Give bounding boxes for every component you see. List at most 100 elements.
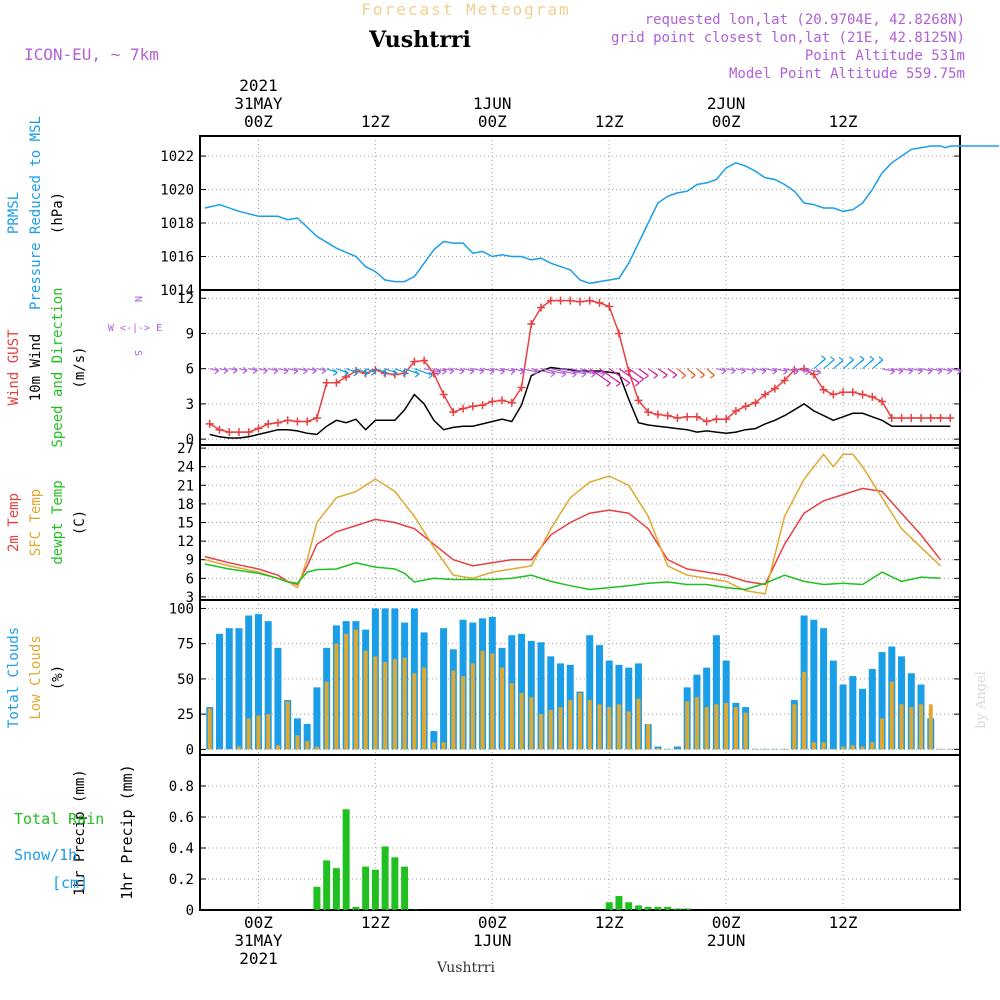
gust-marker: [839, 388, 848, 397]
wind-arrow: [394, 368, 408, 374]
model-label: ICON-EU, ~ 7km: [24, 45, 159, 64]
low-clouds-bar: [441, 742, 446, 750]
low-clouds-bar: [655, 747, 660, 750]
low-clouds-bar: [392, 659, 397, 750]
gust-marker: [205, 419, 214, 428]
wind-arrow-head: [263, 367, 268, 375]
wind-arrow-head: [672, 371, 678, 379]
wind-arrow: [462, 368, 475, 372]
low-clouds-bar: [217, 748, 222, 750]
gust-marker: [917, 413, 926, 422]
total-rain-bar: [615, 896, 623, 910]
wind-arrow: [297, 368, 308, 372]
gust-marker: [585, 296, 594, 305]
low-clouds-bar: [675, 748, 680, 750]
wind-arrow-head: [489, 367, 495, 375]
y-tick-label: 18: [177, 497, 194, 513]
total-clouds-bar: [547, 656, 555, 750]
low-clouds-bar: [704, 707, 709, 750]
gust-marker: [946, 413, 955, 422]
wind-arrow-head: [283, 367, 289, 375]
total-clouds-bar: [537, 642, 545, 750]
wind-arrow-head: [721, 367, 727, 375]
wind-arrow-head: [917, 367, 923, 375]
precip-legend-unit: [cm]: [52, 874, 88, 892]
y-axis-label: Speed and Direction: [50, 287, 66, 447]
wind-arrow-head: [214, 367, 220, 375]
time-label-top: 12Z: [829, 112, 858, 131]
low-clouds-bar: [724, 702, 729, 750]
y-tick-label: 9: [186, 553, 194, 569]
gust-marker: [410, 357, 419, 366]
y-tick-label: 6: [186, 362, 194, 378]
wind-arrow-head: [908, 367, 913, 375]
footer-location: Vushtrri: [436, 960, 495, 976]
gust-marker: [712, 415, 721, 424]
gust-marker: [673, 413, 682, 422]
gust-marker: [878, 397, 887, 406]
total-rain-bar: [391, 857, 399, 910]
y-axis-label: 10m Wind: [28, 334, 44, 401]
gust-marker: [546, 296, 555, 305]
y-tick-label: 3: [186, 397, 194, 413]
y-axis-label: (m/s): [72, 346, 88, 388]
low-clouds-bar: [490, 653, 495, 750]
wind-arrow: [492, 368, 505, 372]
wind-arrow: [268, 368, 278, 372]
wind-arrow: [550, 368, 577, 375]
low-clouds-bar: [694, 697, 699, 750]
y-tick-label: 12: [177, 291, 194, 307]
temperature-panel: 3 6 9 12 15 18 21 24 27 2m Temp SFC Temp dewpt Temp…: [6, 441, 961, 606]
total-clouds-bar: [595, 645, 603, 750]
low-clouds-bar: [412, 673, 417, 750]
wind-arrow-head: [927, 367, 933, 375]
total-clouds-bar: [303, 724, 311, 750]
wind-gust-line: [209, 299, 951, 433]
low-clouds-bar: [558, 707, 563, 750]
wind-arrow-head: [956, 367, 962, 375]
gust-marker: [420, 356, 429, 365]
total-rain-bar: [634, 905, 642, 910]
wind-arrow-head: [869, 355, 875, 363]
gust-marker: [770, 384, 779, 393]
y-tick-label: 50: [177, 672, 194, 688]
wind-arrow-head: [293, 367, 299, 375]
wind-arrow-head: [829, 356, 835, 364]
point-altitude: Point Altitude 531m: [805, 48, 965, 64]
gust-marker: [576, 297, 584, 306]
wind-arrow-head: [662, 371, 668, 379]
gust-marker: [858, 390, 867, 399]
precip-legend-rain: Total Rain: [14, 810, 104, 828]
requested-coords: requested lon,lat (20.9704E, 42.8268N): [645, 12, 965, 28]
wind-arrow-head: [821, 355, 826, 363]
wind-arrow-head: [383, 369, 388, 377]
low-clouds-bar: [850, 745, 855, 750]
time-label-top: 2021: [239, 76, 278, 95]
wind-arrow: [414, 368, 433, 376]
time-label-bottom: 00Z: [478, 913, 507, 932]
wind-arrow: [579, 368, 605, 375]
wind-arrow: [404, 368, 420, 375]
y-tick-label: 0: [186, 903, 194, 919]
wind-arrow-head: [363, 369, 369, 377]
gust-marker: [312, 413, 321, 422]
low-clouds-bar: [461, 676, 466, 750]
wind-arrow: [443, 368, 454, 372]
low-clouds-bar: [305, 740, 310, 750]
y-tick-label: 1014: [160, 283, 194, 299]
wind-arrow-head: [838, 356, 844, 364]
wind-arrow: [433, 368, 447, 372]
wind-arrow-head: [690, 371, 696, 379]
y-axis-label: 1hr Precip (mm): [72, 769, 88, 895]
low-clouds-bar: [431, 742, 436, 750]
y-axis-label: Wind GUST: [6, 329, 22, 405]
wind-arrow-head: [302, 367, 308, 375]
y-axis-label: (hPa): [50, 192, 66, 234]
wind-arrow: [355, 368, 369, 374]
gust-marker: [683, 412, 692, 421]
gust-marker: [449, 408, 458, 417]
low-clouds-bar: [646, 724, 651, 750]
wind-arrow: [482, 368, 495, 372]
low-clouds-bar: [509, 683, 514, 750]
